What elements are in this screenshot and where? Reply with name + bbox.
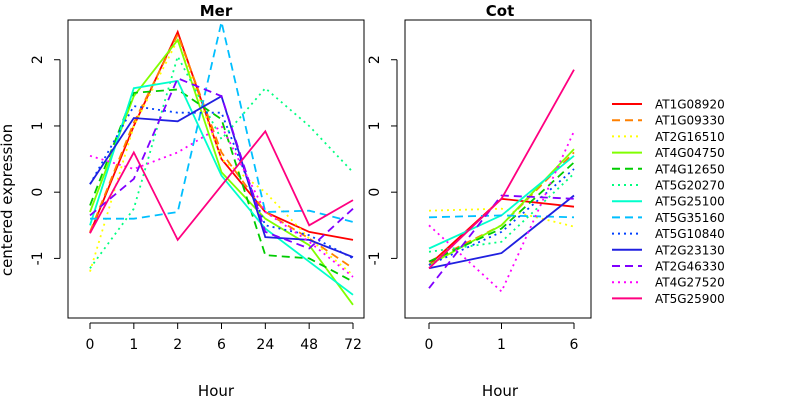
legend-label: AT5G35160 [655,211,725,225]
series-line-at2g46330 [428,194,575,289]
x-tick-label: 6 [570,337,579,353]
x-tick-label: 1 [129,337,138,353]
y-tick-label: -1 [367,251,383,265]
series-line-at1g09330 [89,32,354,270]
series-line-at4g04750 [428,148,575,266]
series-line-at4g12650 [428,161,575,263]
cot-title: Cot [486,2,514,20]
mer-y-axis: -1 0 1 2 [30,55,61,265]
y-tick-label: -1 [30,251,46,265]
cot-plot-frame [404,19,592,319]
mer-series-lines [89,21,354,306]
mer-plot-frame [67,19,365,319]
series-line-at5g20270 [89,54,354,269]
legend-label: AT5G20270 [655,179,725,193]
series-line-at4g04750 [89,38,354,306]
y-tick-label: 1 [30,121,46,130]
legend-label: AT4G12650 [655,162,725,176]
mer-x-axis-title: Hour [198,382,235,400]
x-tick-label: 6 [217,337,226,353]
series-line-at2g16510 [428,207,575,228]
legend-label: AT2G46330 [655,260,725,274]
legend-label: AT5G25900 [655,292,725,306]
series-line-at4g27520 [89,124,354,278]
cot-x-axis-title: Hour [482,382,519,400]
cot-x-axis: 0 1 6 [425,322,579,353]
legend: AT1G08920 AT1G09330 AT2G16510 AT4G04750 AT4G… [612,98,725,306]
mer-title: Mer [200,2,233,20]
x-tick-label: 72 [344,337,362,353]
y-tick-label: 1 [367,121,383,130]
legend-label: AT4G04750 [655,146,725,160]
y-tick-label: 0 [30,188,46,197]
y-tick-label: 0 [367,188,383,197]
legend-label: AT2G16510 [655,130,725,144]
panel-cot: Cot Hour 0 1 6 -1 0 1 2 [367,2,592,400]
x-tick-label: 24 [256,337,274,353]
y-tick-label: 2 [367,55,383,64]
series-line-at5g25100 [428,155,575,250]
panel-mer: Mer Hour centered expression 0 1 2 6 24 48 72 … [0,2,365,400]
cot-series-lines [428,69,575,294]
series-line-at2g46330 [89,77,354,250]
y-tick-label: 2 [30,55,46,64]
series-line-at1g08920 [89,29,354,241]
legend-label: AT5G10840 [655,227,725,241]
series-line-at5g20270 [428,172,575,253]
x-tick-label: 0 [425,337,434,353]
series-line-at5g35160 [90,21,354,223]
series-line-at5g25100 [89,79,354,296]
legend-label: AT1G08920 [655,98,725,112]
series-line-at5g25900 [89,129,354,242]
series-line-at5g10840 [89,105,354,260]
mer-x-axis: 0 1 2 6 24 48 72 [86,322,362,353]
x-tick-label: 0 [86,337,95,353]
y-axis-title: centered expression [0,124,16,276]
legend-label: AT4G27520 [655,276,725,290]
series-line-at2g23130 [428,194,575,270]
legend-label: AT5G25100 [655,195,725,209]
x-tick-label: 48 [300,337,318,353]
series-line-at5g35160 [428,214,575,219]
series-line-at4g12650 [89,88,354,283]
series-line-at4g27520 [428,130,575,294]
x-tick-label: 2 [173,337,182,353]
series-line-at5g25900 [428,69,575,269]
series-line-at5g10840 [428,168,575,266]
cot-y-axis: -1 0 1 2 [367,55,398,265]
legend-label: AT2G23130 [655,243,725,257]
legend-label: AT1G09330 [655,114,725,128]
x-tick-label: 1 [497,337,506,353]
